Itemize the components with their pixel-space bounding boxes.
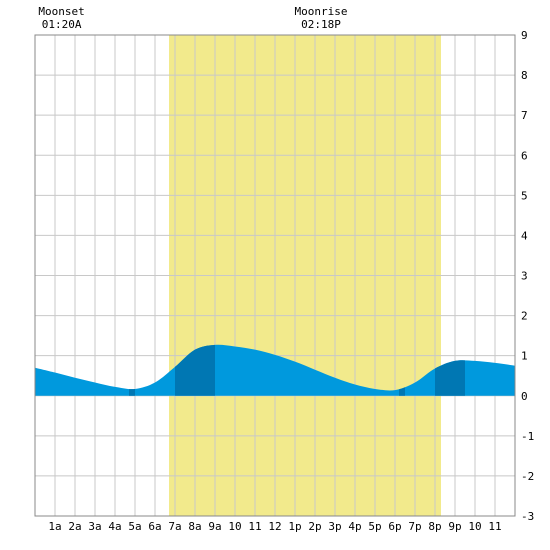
x-tick-label: 7a [168,520,181,533]
y-tick-label: 1 [521,350,528,363]
moon-event-label: Moonset [38,5,84,18]
y-tick-label: -3 [521,510,534,523]
x-tick-label: 10 [228,520,241,533]
x-tick-label: 4p [348,520,361,533]
y-tick-label: -2 [521,470,534,483]
y-tick-label: 2 [521,310,528,323]
x-tick-label: 6a [148,520,161,533]
x-tick-label: 5p [368,520,381,533]
y-tick-label: 5 [521,189,528,202]
x-tick-label: 3p [328,520,341,533]
x-tick-label: 2p [308,520,321,533]
x-tick-label: 5a [128,520,141,533]
y-tick-label: 3 [521,270,528,283]
y-tick-label: -1 [521,430,534,443]
grid-layer [35,35,515,516]
x-tick-label: 2a [68,520,81,533]
x-tick-label: 1a [48,520,61,533]
tick-label-layer: 1a 2a 3a 4a 5a 6a 7a 8a 9a 10 11 12 1p 2p 3p 4p 5p 6p 7p 8p… [48,29,534,533]
y-tick-label: 9 [521,29,528,42]
y-tick-label: 4 [521,229,528,242]
x-tick-label: 11 [248,520,261,533]
x-tick-label: 1p [288,520,301,533]
x-tick-label: 8a [188,520,201,533]
x-tick-label: 7p [408,520,421,533]
tide-area [35,344,515,396]
x-tick-label: 9a [208,520,221,533]
x-tick-label: 4a [108,520,121,533]
moon-event-time: 02:18P [301,18,341,31]
x-tick-label: 9p [448,520,461,533]
x-tick-label: 12 [268,520,281,533]
y-tick-label: 8 [521,69,528,82]
x-tick-label: 8p [428,520,441,533]
y-tick-label: 6 [521,149,528,162]
moon-event-label: Moonrise [295,5,348,18]
y-tick-label: 0 [521,390,528,403]
moon-event-time: 01:20A [42,18,82,31]
x-tick-label: 6p [388,520,401,533]
x-tick-label: 3a [88,520,101,533]
y-tick-label: 7 [521,109,528,122]
x-tick-label: 11 [488,520,501,533]
x-tick-label: 10 [468,520,481,533]
plot-border [34,34,516,517]
